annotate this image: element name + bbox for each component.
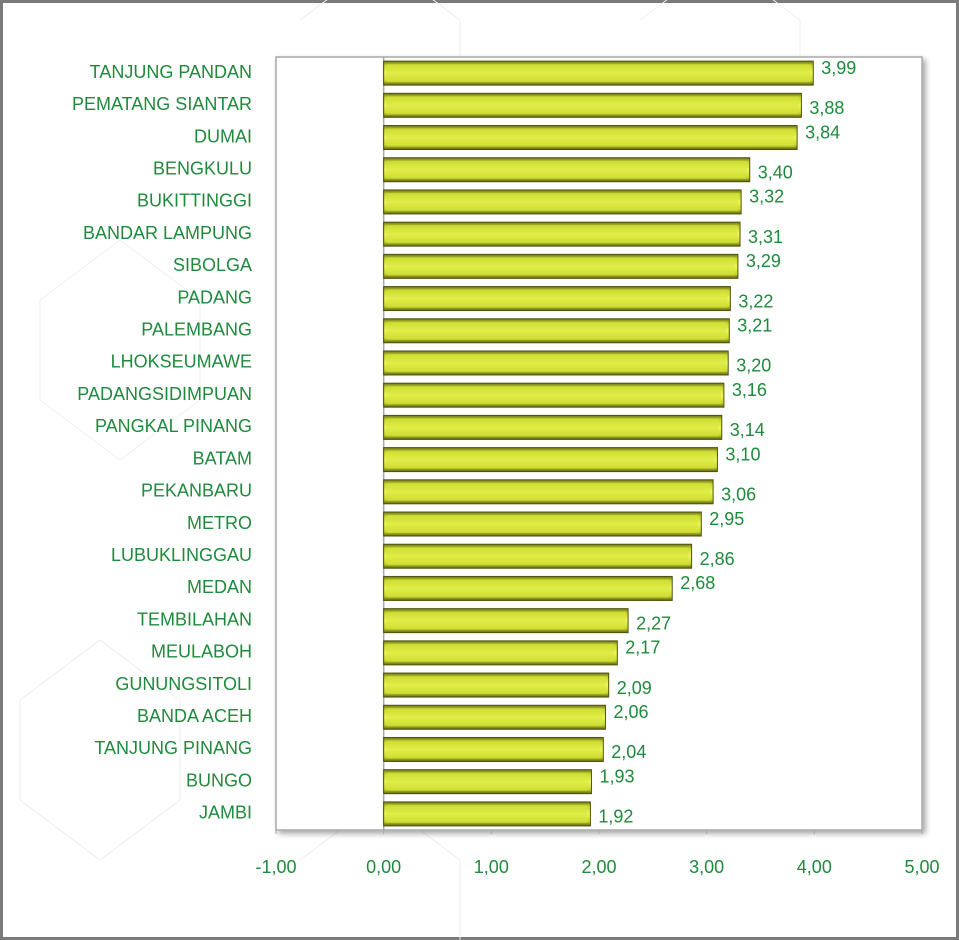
y-tick-label: BUKITTINGGI (137, 191, 252, 211)
bar-highlight (386, 128, 795, 147)
y-tick-label: PEMATANG SIANTAR (72, 94, 252, 114)
bar-highlight (386, 289, 728, 308)
y-tick-label: SIBOLGA (173, 255, 252, 275)
value-label: 2,06 (613, 702, 648, 722)
bar-highlight (386, 611, 626, 630)
value-label: 3,22 (738, 291, 773, 311)
value-label: 1,92 (598, 807, 633, 827)
y-tick-label: BANDAR LAMPUNG (83, 223, 252, 243)
bar-highlight (386, 450, 715, 469)
bar-highlight (386, 386, 721, 405)
value-label: 3,21 (737, 316, 772, 336)
y-tick-label: BATAM (193, 448, 252, 468)
x-tick-label: 1,00 (474, 857, 509, 877)
bar-highlight (386, 96, 799, 115)
x-tick-label: 0,00 (366, 857, 401, 877)
value-label: 3,16 (732, 380, 767, 400)
value-label: 3,32 (749, 187, 784, 207)
value-label: 1,93 (599, 766, 634, 786)
bar-highlight (386, 740, 601, 759)
value-label: 2,27 (636, 613, 671, 633)
y-tick-label: TEMBILAHAN (137, 609, 252, 629)
y-tick-label: MEULABOH (151, 642, 252, 662)
y-tick-label: BENGKULU (153, 158, 252, 178)
y-tick-label: JAMBI (199, 803, 252, 823)
value-label: 2,09 (617, 678, 652, 698)
bar-highlight (386, 192, 739, 211)
x-tick-label: 5,00 (904, 857, 939, 877)
value-label: 3,14 (730, 420, 765, 440)
y-tick-label: PADANG (177, 287, 252, 307)
bar-highlight (386, 772, 589, 791)
value-label: 2,86 (700, 549, 735, 569)
y-tick-label: BANDA ACEH (137, 706, 252, 726)
y-tick-label: PANGKAL PINANG (95, 416, 252, 436)
bar-highlight (386, 676, 606, 695)
bar-highlight (386, 321, 727, 340)
bar-highlight (386, 64, 811, 83)
y-tick-label: PALEMBANG (141, 320, 252, 340)
value-label: 3,29 (746, 251, 781, 271)
x-tick-label: 2,00 (581, 857, 616, 877)
y-tick-label: MEDAN (187, 577, 252, 597)
bar-highlight (386, 418, 719, 437)
value-label: 3,88 (809, 98, 844, 118)
y-tick-label: GUNUNGSITOLI (115, 674, 252, 694)
bar-highlight (386, 708, 603, 727)
value-label: 3,20 (736, 356, 771, 376)
bar-highlight (386, 257, 735, 276)
bar-highlight (386, 579, 670, 598)
y-tick-label: LUBUKLINGGAU (111, 545, 252, 565)
value-label: 2,17 (625, 638, 660, 658)
value-label: 3,84 (805, 122, 840, 142)
value-label: 3,10 (725, 444, 760, 464)
bar-highlight (386, 225, 738, 244)
bar-highlight (386, 804, 588, 823)
x-tick-label: 3,00 (689, 857, 724, 877)
value-label: 3,40 (758, 162, 793, 182)
y-tick-label: TANJUNG PINANG (94, 738, 252, 758)
x-tick-label: -1,00 (255, 857, 296, 877)
value-label: 2,68 (680, 573, 715, 593)
y-tick-label: DUMAI (194, 126, 252, 146)
value-label: 3,31 (748, 227, 783, 247)
bar-highlight (386, 515, 699, 534)
bar-highlight (386, 643, 615, 662)
value-label: 2,04 (611, 742, 646, 762)
y-tick-label: PADANGSIDIMPUAN (77, 384, 252, 404)
bar-highlight (386, 482, 711, 501)
value-label: 3,99 (821, 58, 856, 78)
y-tick-label: LHOKSEUMAWE (111, 352, 252, 372)
value-label: 3,06 (721, 485, 756, 505)
value-label: 2,95 (709, 509, 744, 529)
bar-highlight (386, 353, 726, 372)
bar-highlight (386, 547, 689, 566)
y-tick-label: PEKANBARU (141, 481, 252, 501)
x-tick-label: 4,00 (797, 857, 832, 877)
y-tick-label: METRO (187, 513, 252, 533)
y-tick-label: TANJUNG PANDAN (90, 62, 252, 82)
y-tick-label: BUNGO (186, 770, 252, 790)
bar-highlight (386, 160, 747, 179)
